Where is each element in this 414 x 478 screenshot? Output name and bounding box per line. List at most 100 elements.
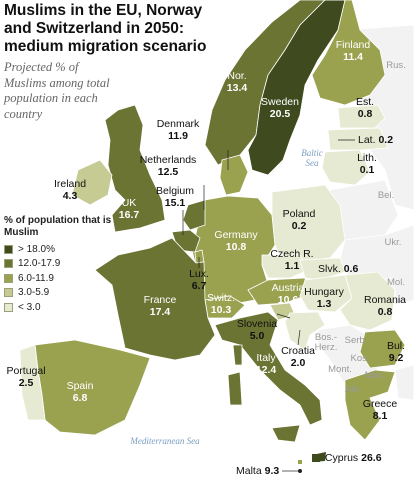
uk-shape	[104, 104, 166, 233]
nodata-label-belarus: Bel.	[377, 190, 395, 201]
country-label-slovakia: Slvk. 0.6	[318, 263, 358, 275]
country-name: Hungary	[304, 286, 344, 298]
country-name: Bul.	[386, 340, 406, 352]
country-label-norway: Nor. 13.4	[227, 70, 247, 94]
country-label-netherlands: Netherlands 12.5	[140, 154, 197, 178]
country-name: Austria	[271, 282, 305, 294]
country-name: Poland	[282, 208, 316, 220]
country-value: 2.5	[18, 377, 34, 389]
country-value: 16.7	[118, 209, 140, 221]
country-label-czech: Czech R. 1.1	[270, 248, 313, 272]
slovakia-shape	[299, 257, 346, 281]
country-value: 17.4	[149, 306, 171, 318]
cyprus-marker	[312, 454, 320, 463]
luxembourg-shape	[194, 249, 205, 264]
nodata-label-ukraine: Ukr.	[384, 237, 402, 248]
country-value: 10.6	[277, 294, 299, 306]
country-name: Spain	[66, 380, 94, 392]
country-label-romania: Romania 0.8	[364, 294, 406, 318]
country-label-austria: Austria 10.6	[272, 282, 305, 306]
country-label-uk: UK 16.7	[119, 197, 139, 221]
country-label-bulgaria: Bul. 9.2	[387, 340, 405, 364]
country-value: 0.2	[378, 134, 394, 146]
country-name: Slovenia	[236, 318, 278, 330]
country-label-spain: Spain 6.8	[67, 380, 94, 404]
country-label-switzerland: Switz. 10.3	[207, 292, 235, 316]
country-label-hungary: Hungary 1.3	[304, 286, 344, 310]
denmark-shape	[219, 154, 249, 196]
country-value: 0.8	[357, 108, 373, 120]
country-value: 0.1	[359, 164, 375, 176]
country-name: Finland	[335, 39, 371, 51]
country-value: 0.2	[291, 220, 307, 232]
country-label-estonia: Est. 0.8	[356, 96, 374, 120]
country-name: Cyprus	[324, 452, 359, 464]
legend-label: 12.0-17.9	[18, 258, 61, 270]
country-value: 20.5	[269, 108, 291, 120]
nodata-label-montenegro: Mont.	[328, 364, 352, 375]
legend-swatch	[4, 302, 13, 312]
malta-dot	[298, 469, 302, 473]
nodata-label-albania: Alb.	[344, 384, 362, 395]
country-value: 6.8	[72, 392, 88, 404]
country-name: Est.	[355, 96, 375, 108]
country-name: Romania	[363, 294, 407, 306]
country-name: Nor.	[227, 70, 247, 82]
map-title: Muslims in the EU, Norway and Switzerlan…	[4, 2, 207, 55]
country-value: 12.4	[255, 364, 277, 376]
country-label-ireland: Ireland 4.3	[54, 178, 86, 202]
country-value: 11.9	[168, 130, 188, 142]
italy-shape	[214, 311, 323, 426]
country-name: Italy	[256, 352, 276, 364]
country-value: 0.8	[377, 306, 393, 318]
country-value: 11.4	[343, 51, 363, 63]
country-name: Lux.	[189, 268, 209, 280]
country-name: Lith.	[357, 152, 377, 164]
country-label-croatia: Croatia 2.0	[281, 345, 315, 369]
country-value: 6.7	[191, 280, 207, 292]
portugal-shape	[19, 344, 46, 421]
country-value: 1.1	[284, 260, 300, 272]
greece-shape	[344, 369, 396, 441]
legend-swatch	[4, 259, 13, 269]
france-shape	[94, 237, 216, 361]
country-name: Switz.	[206, 292, 236, 304]
country-label-denmark: Denmark 11.9	[157, 118, 200, 142]
map-subtitle: Projected % of Muslims among total popul…	[4, 60, 110, 121]
finland-shape	[311, 0, 386, 106]
country-label-belgium: Belgium 15.1	[156, 185, 194, 209]
country-value: 8.1	[372, 410, 388, 422]
legend-label: 6.0-11.9	[18, 272, 54, 284]
country-name: Croatia	[281, 345, 315, 357]
country-name: Denmark	[156, 118, 200, 130]
country-value: 2.0	[290, 357, 306, 369]
country-value: 26.6	[361, 452, 382, 464]
country-value: 9.2	[388, 352, 404, 364]
country-name: France	[143, 294, 177, 306]
corsica-shape	[232, 344, 243, 366]
bulgaria-shape	[359, 329, 406, 369]
legend-label: > 18.0%	[18, 243, 55, 255]
legend-swatch	[4, 244, 13, 254]
country-value: 1.3	[316, 298, 332, 310]
country-name: Malta	[236, 465, 262, 477]
turkey-shape	[394, 364, 414, 401]
legend-swatch	[4, 273, 13, 283]
legend-title: % of population that is Muslim	[4, 215, 112, 238]
country-name: Czech R.	[270, 248, 314, 260]
country-name: Slvk.	[318, 263, 341, 275]
country-name: Belgium	[156, 185, 194, 197]
country-value: 5.0	[249, 330, 265, 342]
country-name: Ireland	[53, 178, 87, 190]
country-label-malta: Malta 9.3	[236, 465, 279, 477]
nodata-label-serbia: Serb.	[344, 335, 368, 346]
legend: % of population that is Muslim > 18.0% 1…	[4, 215, 124, 315]
country-value: 0.6	[343, 263, 359, 275]
country-name: Portugal	[6, 365, 46, 377]
country-label-cyprus: Cyprus 26.6	[312, 452, 382, 464]
country-value: 9.3	[264, 465, 280, 477]
nodata-label-bosnia: Bos.- Herz.	[314, 332, 338, 353]
netherlands-shape	[182, 199, 206, 231]
country-label-lithuania: Lith. 0.1	[357, 152, 377, 176]
nodata-label-russia: Rus.	[386, 60, 406, 71]
